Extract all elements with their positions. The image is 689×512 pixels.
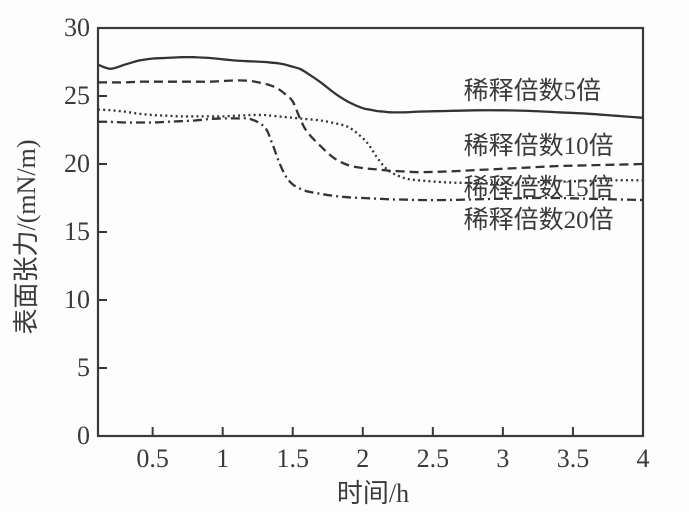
y-tick-label: 20	[64, 149, 90, 178]
x-tick-label: 3.5	[556, 444, 590, 473]
x-tick-label: 4	[636, 444, 650, 473]
y-tick-label: 25	[64, 81, 90, 110]
y-tick-label: 15	[64, 217, 90, 246]
series-label-1: 稀释倍数5倍	[463, 77, 602, 105]
series-line-solid	[97, 55, 644, 119]
series-label-3: 稀释倍数15倍	[463, 175, 614, 203]
y-tick-label: 5	[77, 353, 90, 382]
series-line-dashdot	[97, 117, 644, 202]
x-tick-label: 2	[356, 444, 370, 473]
x-tick-label: 1	[216, 444, 230, 473]
x-tick-label: 1.5	[276, 444, 309, 473]
y-tick-label: 10	[64, 285, 90, 314]
y-axis-title: 表面张力/(mN/m)	[12, 139, 41, 335]
x-tick-label: 3	[496, 444, 510, 473]
series-label-2: 稀释倍数10倍	[463, 133, 614, 161]
series-label-4: 稀释倍数20倍	[463, 206, 614, 234]
x-tick-label: 0.5	[136, 444, 169, 473]
y-tick-label: 30	[64, 13, 90, 42]
y-tick-label: 0	[77, 421, 90, 450]
x-tick-label: 2.5	[416, 444, 450, 473]
series-line-dotted	[97, 108, 644, 185]
x-axis-title: 时间/h	[336, 479, 410, 508]
